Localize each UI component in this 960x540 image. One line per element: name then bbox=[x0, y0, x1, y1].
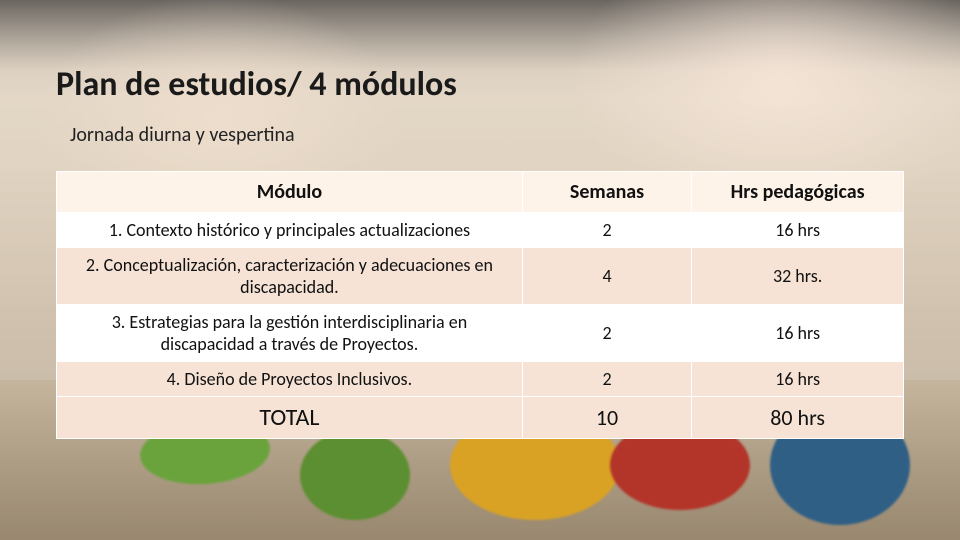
cell-modulo: 1. Contexto histórico y principales actu… bbox=[57, 213, 523, 248]
slide-content: Plan de estudios/ 4 módulos Jornada diur… bbox=[0, 0, 960, 439]
cell-horas: 16 hrs bbox=[692, 213, 904, 248]
curriculum-table: Módulo Semanas Hrs pedagógicas 1. Contex… bbox=[56, 171, 904, 439]
cell-semanas: 2 bbox=[522, 305, 691, 362]
table-total-row: TOTAL 10 80 hrs bbox=[57, 397, 904, 439]
bg-shape-green2 bbox=[300, 430, 410, 520]
cell-semanas: 2 bbox=[522, 362, 691, 397]
header-modulo: Módulo bbox=[57, 172, 523, 213]
table-row: 3. Estrategias para la gestión interdisc… bbox=[57, 305, 904, 362]
cell-modulo: 2. Conceptualización, caracterización y … bbox=[57, 248, 523, 305]
slide-subtitle: Jornada diurna y vespertina bbox=[56, 123, 904, 147]
cell-total-label: TOTAL bbox=[57, 397, 523, 439]
table-row: 4. Diseño de Proyectos Inclusivos. 2 16 … bbox=[57, 362, 904, 397]
header-semanas: Semanas bbox=[522, 172, 691, 213]
table-row: 1. Contexto histórico y principales actu… bbox=[57, 213, 904, 248]
cell-modulo: 3. Estrategias para la gestión interdisc… bbox=[57, 305, 523, 362]
cell-total-horas: 80 hrs bbox=[692, 397, 904, 439]
cell-total-semanas: 10 bbox=[522, 397, 691, 439]
table-row: 2. Conceptualización, caracterización y … bbox=[57, 248, 904, 305]
header-horas: Hrs pedagógicas bbox=[692, 172, 904, 213]
cell-horas: 32 hrs. bbox=[692, 248, 904, 305]
table-header-row: Módulo Semanas Hrs pedagógicas bbox=[57, 172, 904, 213]
cell-semanas: 2 bbox=[522, 213, 691, 248]
cell-horas: 16 hrs bbox=[692, 305, 904, 362]
slide-title: Plan de estudios/ 4 módulos bbox=[56, 64, 904, 105]
cell-semanas: 4 bbox=[522, 248, 691, 305]
cell-horas: 16 hrs bbox=[692, 362, 904, 397]
cell-modulo: 4. Diseño de Proyectos Inclusivos. bbox=[57, 362, 523, 397]
